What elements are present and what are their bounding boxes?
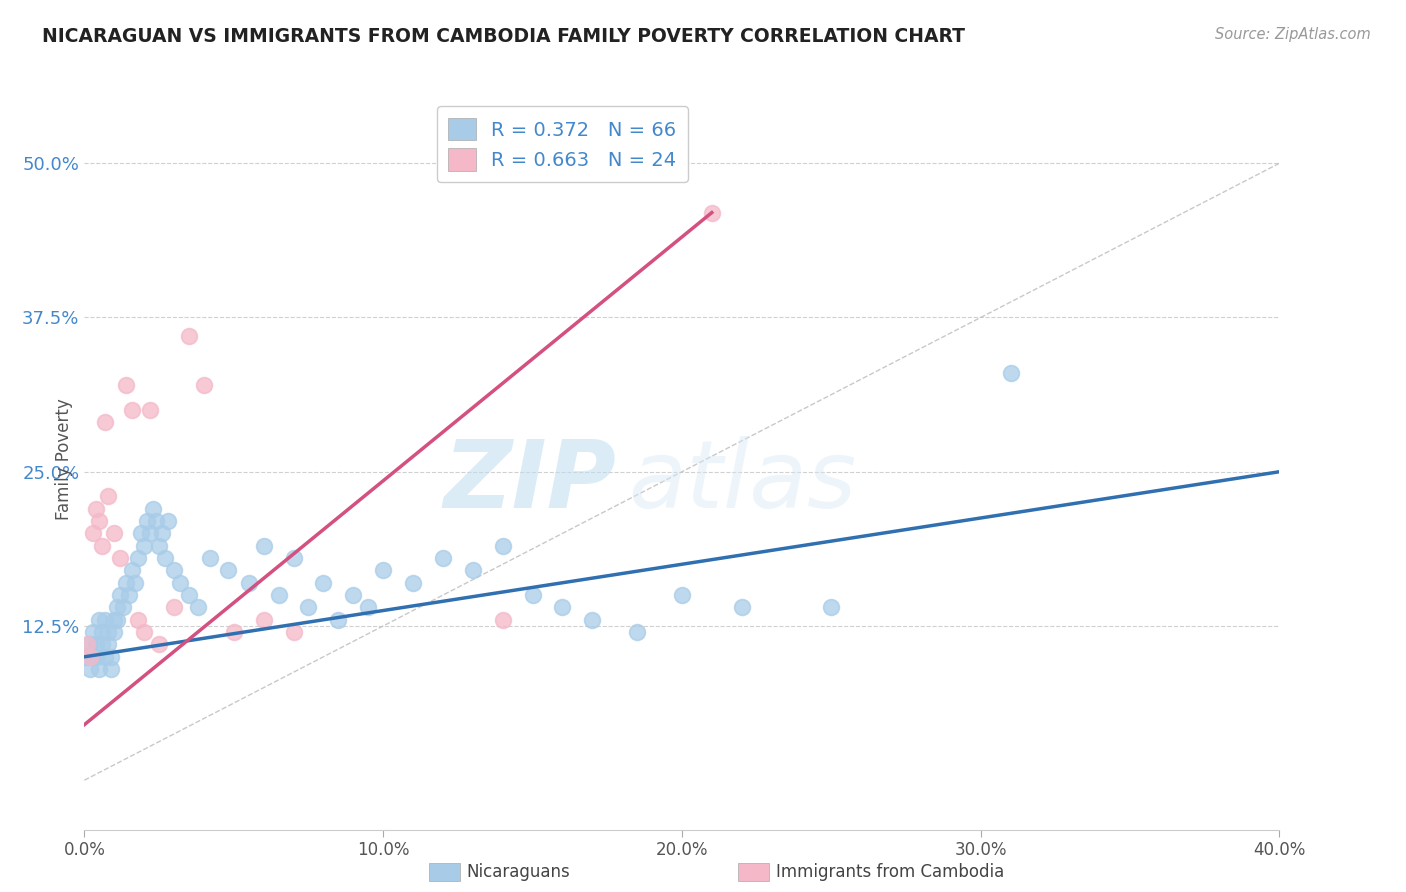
Point xyxy=(91,539,114,553)
Point xyxy=(312,575,335,590)
Point xyxy=(357,600,380,615)
Point xyxy=(820,600,842,615)
Point xyxy=(139,526,162,541)
Point xyxy=(148,539,170,553)
Point xyxy=(222,625,245,640)
Text: NICARAGUAN VS IMMIGRANTS FROM CAMBODIA FAMILY POVERTY CORRELATION CHART: NICARAGUAN VS IMMIGRANTS FROM CAMBODIA F… xyxy=(42,27,965,45)
Point xyxy=(121,564,143,578)
Point xyxy=(145,514,167,528)
Point xyxy=(94,649,117,664)
Point xyxy=(94,416,117,430)
Point xyxy=(86,649,108,664)
Point xyxy=(148,637,170,651)
Point xyxy=(76,649,98,664)
Point xyxy=(626,625,648,640)
Point xyxy=(198,551,221,566)
Point xyxy=(139,403,162,417)
Point xyxy=(163,564,186,578)
Point xyxy=(110,588,132,602)
Point xyxy=(163,600,186,615)
Point xyxy=(177,588,200,602)
Point xyxy=(136,514,159,528)
Point xyxy=(297,600,319,615)
Point xyxy=(267,588,290,602)
Point xyxy=(79,637,101,651)
Point xyxy=(129,526,152,541)
Point xyxy=(253,613,276,627)
Point xyxy=(492,613,515,627)
Point xyxy=(700,205,723,219)
Point xyxy=(283,625,305,640)
Point xyxy=(100,662,122,676)
Point xyxy=(342,588,364,602)
Point xyxy=(121,403,143,417)
Text: Source: ZipAtlas.com: Source: ZipAtlas.com xyxy=(1215,27,1371,42)
Point xyxy=(86,637,108,651)
Y-axis label: Family Poverty: Family Poverty xyxy=(55,399,73,520)
Point xyxy=(492,539,515,553)
Point xyxy=(1000,366,1022,380)
Point xyxy=(153,551,176,566)
Text: Nicaraguans: Nicaraguans xyxy=(467,863,571,881)
Point xyxy=(118,588,141,602)
Point xyxy=(522,588,544,602)
Point xyxy=(105,613,128,627)
Point xyxy=(103,625,125,640)
Text: ZIP: ZIP xyxy=(443,435,616,527)
Text: Immigrants from Cambodia: Immigrants from Cambodia xyxy=(776,863,1004,881)
Point xyxy=(432,551,454,566)
Point xyxy=(283,551,305,566)
Point xyxy=(461,564,484,578)
Point xyxy=(193,378,215,392)
Point xyxy=(581,613,603,627)
Point xyxy=(97,625,120,640)
Point xyxy=(103,613,125,627)
Point xyxy=(79,662,101,676)
Point xyxy=(94,613,117,627)
Point xyxy=(132,539,156,553)
Point xyxy=(82,649,104,664)
Point xyxy=(551,600,574,615)
Point xyxy=(127,551,149,566)
Point xyxy=(100,649,122,664)
Point xyxy=(110,551,132,566)
Point xyxy=(91,625,114,640)
Point xyxy=(238,575,260,590)
Point xyxy=(731,600,754,615)
Point xyxy=(97,489,120,503)
Point xyxy=(142,501,165,516)
Point xyxy=(115,378,138,392)
Point xyxy=(76,637,98,651)
Point xyxy=(89,514,111,528)
Point xyxy=(105,600,128,615)
Point xyxy=(253,539,276,553)
Point xyxy=(169,575,191,590)
Point xyxy=(82,625,104,640)
Point xyxy=(112,600,135,615)
Point xyxy=(89,662,111,676)
Point xyxy=(402,575,425,590)
Point xyxy=(187,600,209,615)
Text: atlas: atlas xyxy=(628,436,856,527)
Point xyxy=(157,514,180,528)
Point xyxy=(217,564,239,578)
Point xyxy=(91,637,114,651)
Legend: R = 0.372   N = 66, R = 0.663   N = 24: R = 0.372 N = 66, R = 0.663 N = 24 xyxy=(437,106,688,182)
Point xyxy=(177,329,200,343)
Point xyxy=(86,501,108,516)
Point xyxy=(115,575,138,590)
Point xyxy=(127,613,149,627)
Point xyxy=(671,588,693,602)
Point xyxy=(89,613,111,627)
Point xyxy=(82,526,104,541)
Point xyxy=(97,637,120,651)
Point xyxy=(328,613,350,627)
Point xyxy=(132,625,156,640)
Point xyxy=(373,564,395,578)
Point xyxy=(79,649,101,664)
Point xyxy=(150,526,173,541)
Point xyxy=(103,526,125,541)
Point xyxy=(124,575,146,590)
